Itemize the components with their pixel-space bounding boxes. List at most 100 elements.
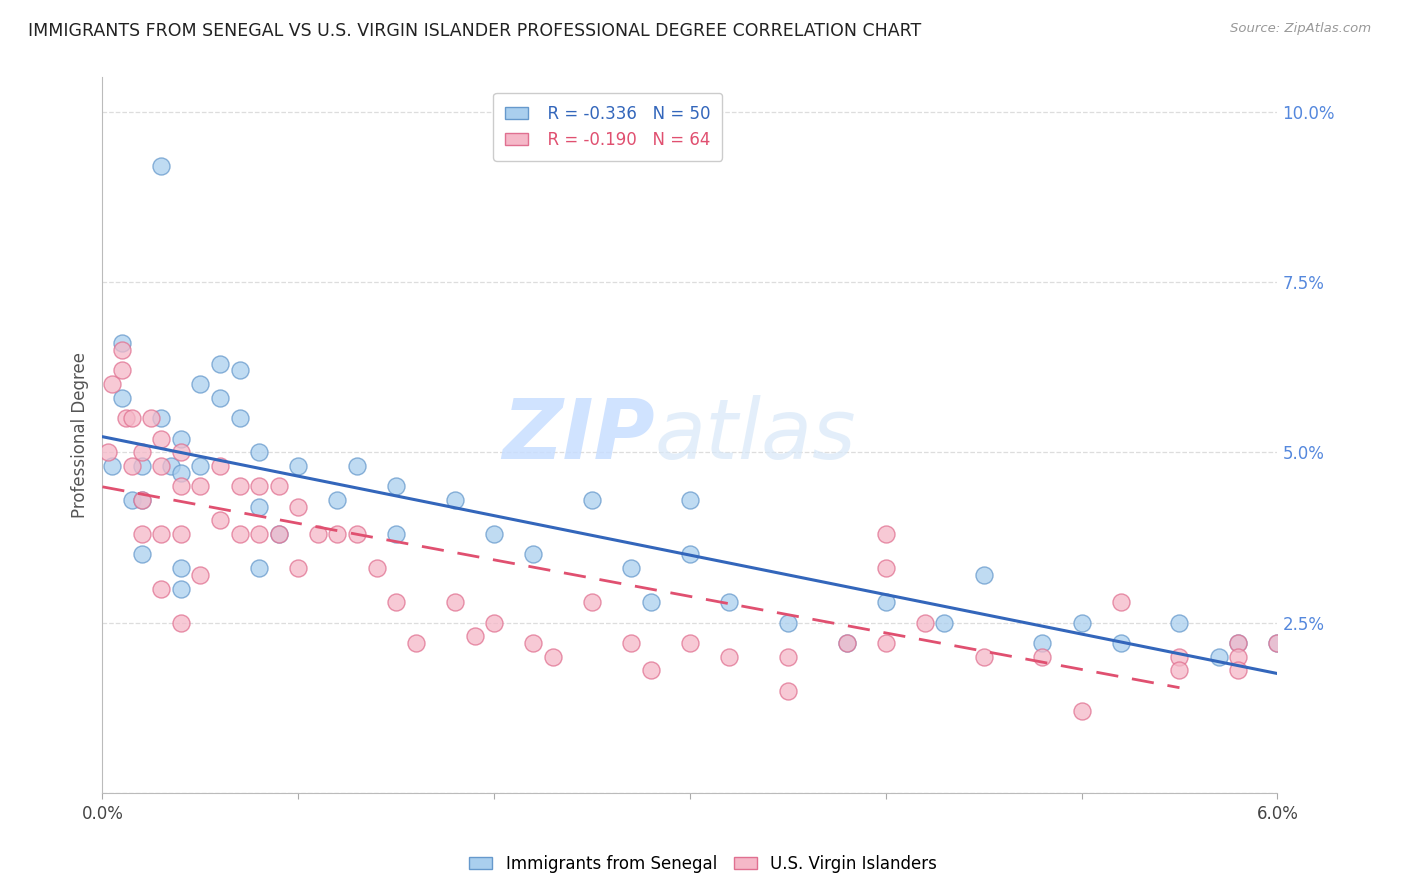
- Point: [444, 492, 467, 507]
- Point: [228, 527, 250, 541]
- Point: [1227, 663, 1250, 677]
- Point: [385, 595, 408, 609]
- Point: [170, 561, 193, 575]
- Point: [121, 411, 143, 425]
- Point: [208, 458, 231, 473]
- Point: [150, 159, 173, 173]
- Text: IMMIGRANTS FROM SENEGAL VS U.S. VIRGIN ISLANDER PROFESSIONAL DEGREE CORRELATION : IMMIGRANTS FROM SENEGAL VS U.S. VIRGIN I…: [28, 22, 921, 40]
- Point: [247, 500, 270, 514]
- Point: [346, 458, 368, 473]
- Point: [121, 458, 143, 473]
- Point: [287, 458, 309, 473]
- Point: [620, 636, 643, 650]
- Point: [1227, 636, 1250, 650]
- Point: [150, 458, 173, 473]
- Point: [170, 527, 193, 541]
- Point: [150, 527, 173, 541]
- Point: [287, 500, 309, 514]
- Point: [718, 595, 741, 609]
- Point: [875, 636, 897, 650]
- Point: [247, 561, 270, 575]
- Point: [679, 548, 702, 562]
- Point: [522, 548, 544, 562]
- Point: [170, 466, 193, 480]
- Point: [267, 479, 290, 493]
- Point: [776, 615, 799, 630]
- Point: [463, 629, 485, 643]
- Point: [366, 561, 388, 575]
- Point: [101, 377, 124, 392]
- Point: [973, 568, 995, 582]
- Point: [444, 595, 467, 609]
- Point: [914, 615, 936, 630]
- Point: [1031, 649, 1053, 664]
- Point: [482, 527, 505, 541]
- Point: [131, 445, 153, 459]
- Point: [835, 636, 858, 650]
- Point: [170, 432, 193, 446]
- Point: [875, 527, 897, 541]
- Point: [267, 527, 290, 541]
- Point: [170, 615, 193, 630]
- Text: ZIP: ZIP: [502, 394, 655, 475]
- Text: atlas: atlas: [655, 394, 856, 475]
- Point: [111, 391, 134, 405]
- Point: [188, 458, 211, 473]
- Point: [1267, 636, 1289, 650]
- Point: [326, 492, 349, 507]
- Point: [247, 527, 270, 541]
- Point: [1227, 649, 1250, 664]
- Point: [482, 615, 505, 630]
- Point: [131, 458, 153, 473]
- Point: [776, 649, 799, 664]
- Point: [1267, 636, 1289, 650]
- Point: [188, 568, 211, 582]
- Point: [581, 595, 603, 609]
- Point: [208, 391, 231, 405]
- Point: [541, 649, 564, 664]
- Point: [228, 363, 250, 377]
- Point: [170, 479, 193, 493]
- Point: [385, 527, 408, 541]
- Legend: Immigrants from Senegal, U.S. Virgin Islanders: Immigrants from Senegal, U.S. Virgin Isl…: [463, 848, 943, 880]
- Point: [640, 595, 662, 609]
- Point: [934, 615, 956, 630]
- Point: [620, 561, 643, 575]
- Legend:   R = -0.336   N = 50,   R = -0.190   N = 64: R = -0.336 N = 50, R = -0.190 N = 64: [494, 93, 721, 161]
- Point: [121, 492, 143, 507]
- Point: [581, 492, 603, 507]
- Point: [131, 548, 153, 562]
- Point: [150, 411, 173, 425]
- Point: [385, 479, 408, 493]
- Point: [307, 527, 329, 541]
- Point: [875, 561, 897, 575]
- Y-axis label: Professional Degree: Professional Degree: [72, 352, 89, 518]
- Point: [326, 527, 349, 541]
- Point: [228, 479, 250, 493]
- Point: [776, 683, 799, 698]
- Point: [1070, 704, 1092, 718]
- Point: [1109, 595, 1132, 609]
- Point: [346, 527, 368, 541]
- Point: [111, 363, 134, 377]
- Point: [160, 458, 183, 473]
- Point: [1070, 615, 1092, 630]
- Point: [718, 649, 741, 664]
- Point: [1208, 649, 1230, 664]
- Point: [1031, 636, 1053, 650]
- Point: [141, 411, 163, 425]
- Point: [111, 343, 134, 357]
- Point: [188, 479, 211, 493]
- Point: [405, 636, 427, 650]
- Point: [835, 636, 858, 650]
- Point: [228, 411, 250, 425]
- Point: [1168, 649, 1191, 664]
- Text: Source: ZipAtlas.com: Source: ZipAtlas.com: [1230, 22, 1371, 36]
- Point: [111, 336, 134, 351]
- Point: [170, 582, 193, 596]
- Point: [287, 561, 309, 575]
- Point: [188, 377, 211, 392]
- Point: [115, 411, 138, 425]
- Point: [1168, 663, 1191, 677]
- Point: [679, 492, 702, 507]
